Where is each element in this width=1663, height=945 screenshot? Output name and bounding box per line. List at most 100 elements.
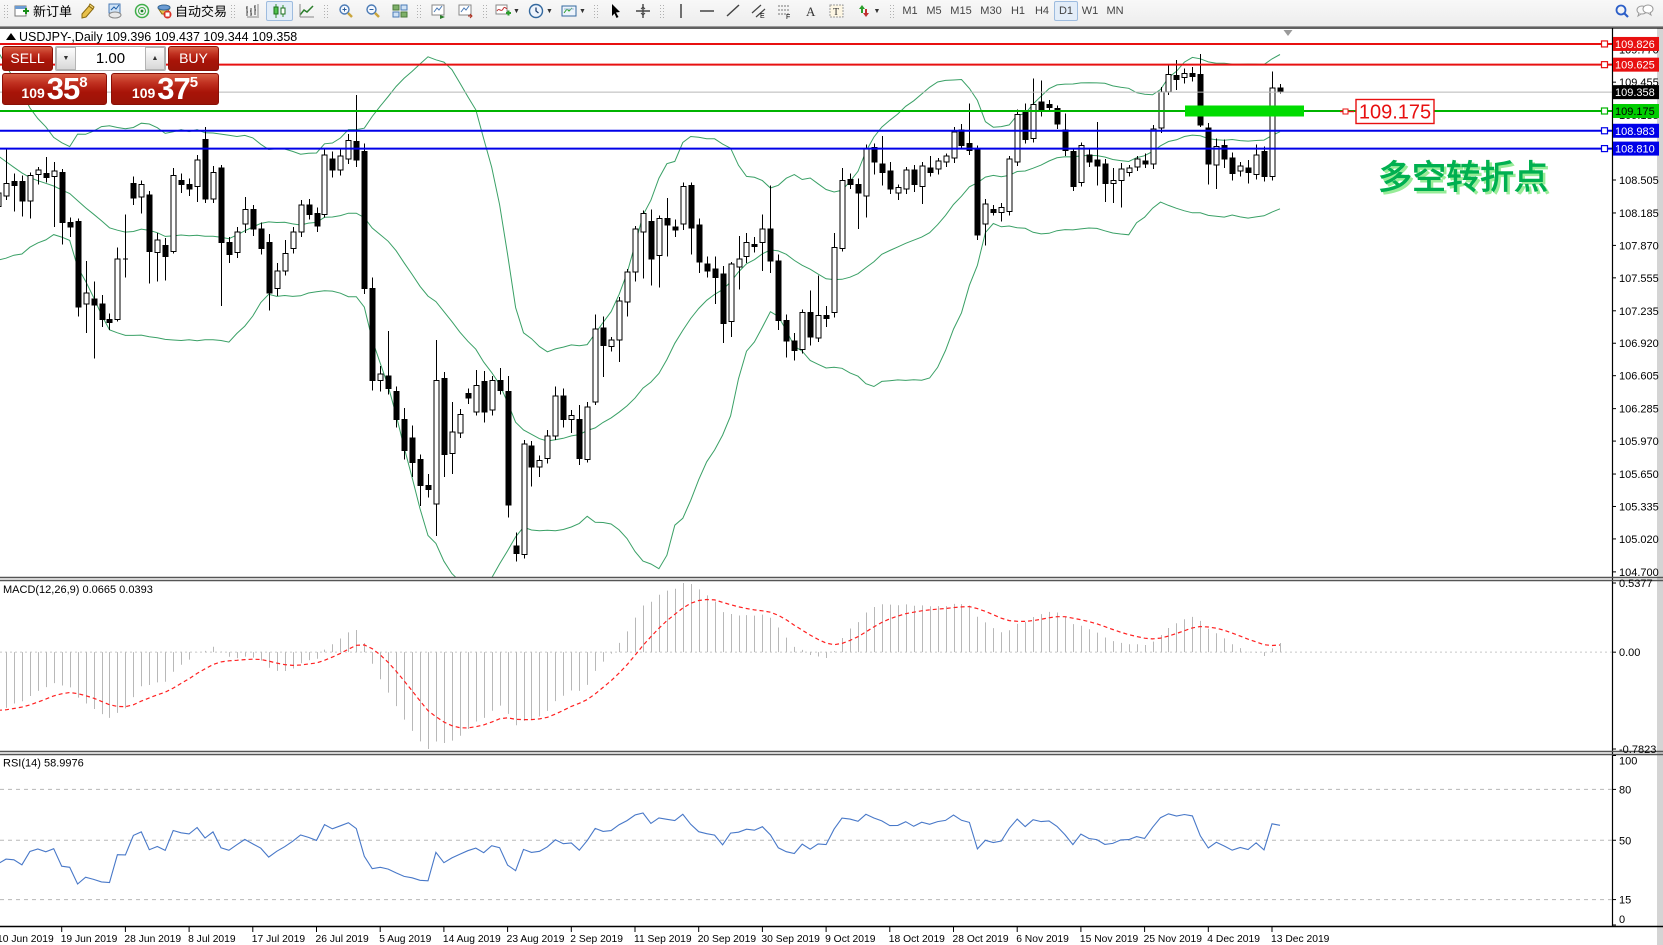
toolbar-tile-windows[interactable] xyxy=(386,1,413,21)
macd-axis-label: 0.5377 xyxy=(1619,578,1653,590)
price-tick-label: 106.285 xyxy=(1619,404,1659,416)
search-icon xyxy=(1614,3,1630,19)
date-tick-label: 14 Aug 2019 xyxy=(443,934,501,945)
toolbar-bar-chart-mode[interactable] xyxy=(239,1,266,21)
bollinger-band xyxy=(0,53,1281,353)
axis-label-109.826: 109.826 xyxy=(1615,39,1655,51)
toolbar-equidistant-channel[interactable]: E xyxy=(746,1,772,21)
date-tick-label: 10 Jun 2019 xyxy=(0,934,54,945)
toolbar-tf-w1-button[interactable]: W1 xyxy=(1078,1,1102,21)
toolbar-zoom-in[interactable] xyxy=(332,1,359,21)
toolbar-line-chart-mode[interactable] xyxy=(293,1,320,21)
rsi-panel[interactable]: RSI(14) 58.9976 100 80 50 15 0 xyxy=(0,755,1637,927)
svg-text:A: A xyxy=(806,4,816,19)
price-panel[interactable]: 109.175 xyxy=(0,30,1612,589)
toolbar-arrows[interactable]: ▼ xyxy=(850,1,886,21)
buy-price-handle: 109 xyxy=(131,85,156,101)
toolbar-indicators[interactable]: ▼ xyxy=(491,1,524,21)
candles xyxy=(0,53,1284,562)
hline-handle-109.625[interactable] xyxy=(1600,61,1609,69)
toolbar-horizontal-line[interactable] xyxy=(694,1,720,21)
toolbar-data-window[interactable] xyxy=(101,1,128,21)
macd-panel[interactable]: MACD(12,26,9) 0.0665 0.0393 0.5377 0.00 -0.… xyxy=(0,578,1656,756)
hline-handle-108.983[interactable] xyxy=(1600,127,1609,135)
chart-window-icon xyxy=(107,3,123,19)
buy-price-big: 37 xyxy=(157,71,190,106)
toolbar-tf-d1-button[interactable]: D1 xyxy=(1054,1,1078,21)
toolbar-periods[interactable]: ▼ xyxy=(524,1,557,21)
toolbar-grip xyxy=(592,3,599,19)
toolbar-tf-m30-label: M30 xyxy=(980,5,1002,17)
buy-button[interactable]: BUY xyxy=(168,46,219,71)
date-tick-label: 6 Nov 2019 xyxy=(1016,934,1069,945)
hline-handle-108.810[interactable] xyxy=(1600,144,1609,153)
date-tick-label: 4 Dec 2019 xyxy=(1207,934,1260,945)
toolbar-tf-h4-button[interactable]: H4 xyxy=(1030,1,1054,21)
toolbar-candle-chart-mode[interactable] xyxy=(266,1,293,21)
toolbar-tf-m5-button[interactable]: M5 xyxy=(922,1,946,21)
sell-price-sup: 8 xyxy=(79,74,88,91)
date-axis[interactable]: 10 Jun 2019 19 Jun 2019 28 Jun 2019 8 Jul 2… xyxy=(0,927,1330,945)
price-tick-label: 107.870 xyxy=(1619,240,1659,252)
price-tick-label: 105.970 xyxy=(1619,436,1659,448)
rsi-axis-label: 50 xyxy=(1619,835,1631,847)
dropdown-arrow-icon: ▼ xyxy=(546,7,553,15)
toolbar-trendline[interactable] xyxy=(720,1,746,21)
date-tick-label: 25 Nov 2019 xyxy=(1144,934,1203,945)
toolbar-tf-m15-button[interactable]: M15 xyxy=(946,1,976,21)
bollinger-band xyxy=(0,131,1281,442)
toolbar-chat[interactable] xyxy=(1633,1,1657,21)
thick-trendline-segment[interactable] xyxy=(1185,105,1304,117)
toolbar-zoom-out[interactable] xyxy=(359,1,386,21)
toolbar-templates[interactable]: ▼ xyxy=(557,1,590,21)
collapse-arrow-icon[interactable] xyxy=(6,33,16,40)
macd-axis-label: 0.00 xyxy=(1619,647,1640,659)
sell-button[interactable]: SELL xyxy=(2,46,53,71)
toolbar-text-label[interactable]: T xyxy=(824,1,850,21)
price-tick-label: 105.020 xyxy=(1619,534,1659,546)
toolbar-new-order[interactable] xyxy=(12,1,74,21)
macd-signal-line xyxy=(0,598,1281,729)
toolbar: ▼ ▼ ▼ E F A T ▼ M1 M5 M15 M30 H1 H4 D1 W1 MN xyxy=(0,0,1663,27)
date-tick-label: 2 Sep 2019 xyxy=(570,934,623,945)
toolbar-search[interactable] xyxy=(1611,1,1633,21)
toolbar-signals[interactable] xyxy=(128,1,155,21)
date-tick-label: 9 Oct 2019 xyxy=(825,934,876,945)
toolbar-market-watch[interactable] xyxy=(74,1,101,21)
cjk-note xyxy=(1379,159,1547,193)
price-axis[interactable]: 109.770109.455109.135108.820108.505108.1… xyxy=(1613,36,1659,579)
price-callout-box[interactable] xyxy=(1355,98,1435,125)
toolbar-auto-scroll[interactable] xyxy=(425,1,452,21)
toolbar-tf-h1-button[interactable]: H1 xyxy=(1006,1,1030,21)
sell-price-display[interactable]: 109 35 8 xyxy=(2,73,107,105)
toolbar-tf-m1-button[interactable]: M1 xyxy=(898,1,922,21)
hline-handle-109.826[interactable] xyxy=(1600,40,1609,48)
hline-handle-109.175[interactable] xyxy=(1600,107,1609,115)
toolbar-chart-shift[interactable] xyxy=(452,1,479,21)
rsi-axis-label: 15 xyxy=(1619,895,1631,907)
toolbar-fibonacci[interactable]: F xyxy=(772,1,798,21)
price-tick-label: 104.700 xyxy=(1619,567,1659,579)
buy-price-display[interactable]: 109 37 5 xyxy=(111,73,219,105)
toolbar-tf-d1-label: D1 xyxy=(1058,5,1074,17)
barchart-icon xyxy=(245,3,261,19)
volume-input[interactable]: 1.00 xyxy=(95,50,126,67)
chart-shift-marker[interactable] xyxy=(1283,30,1293,36)
toolbar-tf-mn-button[interactable]: MN xyxy=(1102,1,1128,21)
volume-increase-button[interactable]: ▲ xyxy=(145,47,165,70)
toolbar-crosshair[interactable] xyxy=(629,1,656,21)
toolbar-grip xyxy=(888,3,895,19)
toolbar-tf-m30-button[interactable]: M30 xyxy=(976,1,1006,21)
date-tick-label: 30 Sep 2019 xyxy=(761,934,820,945)
toolbar-cursor[interactable] xyxy=(602,1,629,21)
toolbar-autotrading[interactable] xyxy=(155,1,227,21)
cursor-icon xyxy=(608,3,624,19)
toolbar-text[interactable]: A xyxy=(798,1,824,21)
toolbar-vertical-line[interactable] xyxy=(668,1,694,21)
volume-decrease-button[interactable]: ▼ xyxy=(56,47,76,70)
text-a-icon: A xyxy=(803,3,819,19)
trendline-icon xyxy=(725,3,741,19)
tile-icon xyxy=(392,3,408,19)
date-tick-label: 5 Aug 2019 xyxy=(379,934,431,945)
